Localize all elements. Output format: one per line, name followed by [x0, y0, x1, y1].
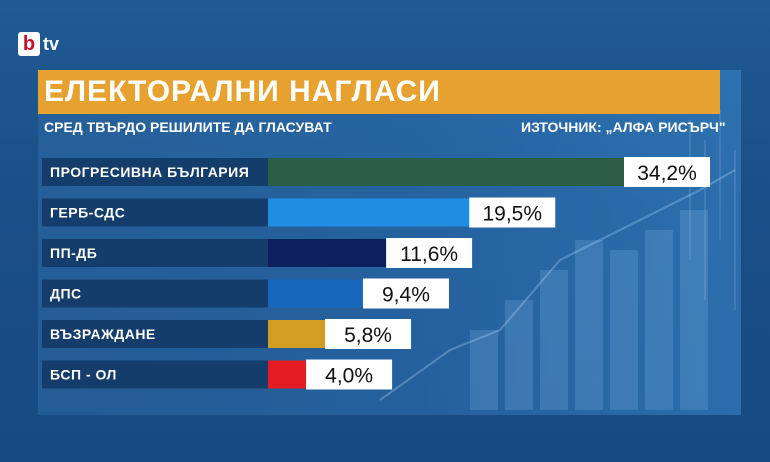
value-label-row-6: 4,0% [325, 365, 373, 388]
category-label-row-2: ГЕРБ-СДС [50, 205, 125, 221]
bar-row-6 [268, 360, 311, 389]
category-label-bg-row-2 [42, 198, 268, 227]
btv-logo: b tv [18, 32, 59, 56]
category-label-bg-row-5 [42, 320, 268, 348]
category-label-row-5: ВЪЗРАЖДАНЕ [50, 326, 156, 342]
category-label-bg-row-3 [42, 239, 268, 267]
category-label-row-3: ПП-ДБ [50, 245, 97, 261]
category-label-bg-row-4 [42, 279, 268, 308]
chart-subtitle: СРЕД ТВЪРДО РЕШИЛИТЕ ДА ГЛАСУВАТ [44, 119, 332, 135]
bar-row-3 [268, 239, 391, 267]
value-box-row-4 [362, 278, 449, 309]
value-box-row-1 [624, 157, 710, 187]
logo-text: tv [43, 33, 60, 54]
bar-row-5 [268, 320, 330, 348]
title-bar [38, 70, 720, 114]
value-label-row-3: 11,6% [400, 243, 458, 266]
category-label-bg-row-1 [42, 158, 268, 186]
bar-row-1 [268, 158, 628, 186]
category-label-bg-row-6 [42, 360, 268, 389]
value-box-row-3 [386, 238, 473, 268]
value-label-row-1: 34,2% [637, 162, 697, 185]
category-label-row-4: ДПС [50, 286, 82, 302]
category-label-row-1: ПРОГРЕСИВНА БЪЛГАРИЯ [50, 164, 249, 180]
bar-row-2 [268, 198, 474, 227]
value-label-row-2: 19,5% [482, 203, 542, 226]
source-label: ИЗТОЧНИК: „АЛФА РИСЪРЧ" [521, 119, 726, 135]
chart-title: ЕЛЕКТОРАЛНИ НАГЛАСИ [44, 75, 441, 108]
bar-row-4 [268, 279, 367, 308]
value-label-row-5: 5,8% [344, 324, 392, 347]
value-box-row-2 [469, 197, 556, 228]
logo-mark: b [18, 32, 40, 56]
category-label-row-6: БСП - ОЛ [50, 367, 117, 383]
value-label-row-4: 9,4% [382, 284, 430, 307]
value-box-row-5 [325, 319, 412, 349]
value-box-row-6 [306, 359, 393, 390]
